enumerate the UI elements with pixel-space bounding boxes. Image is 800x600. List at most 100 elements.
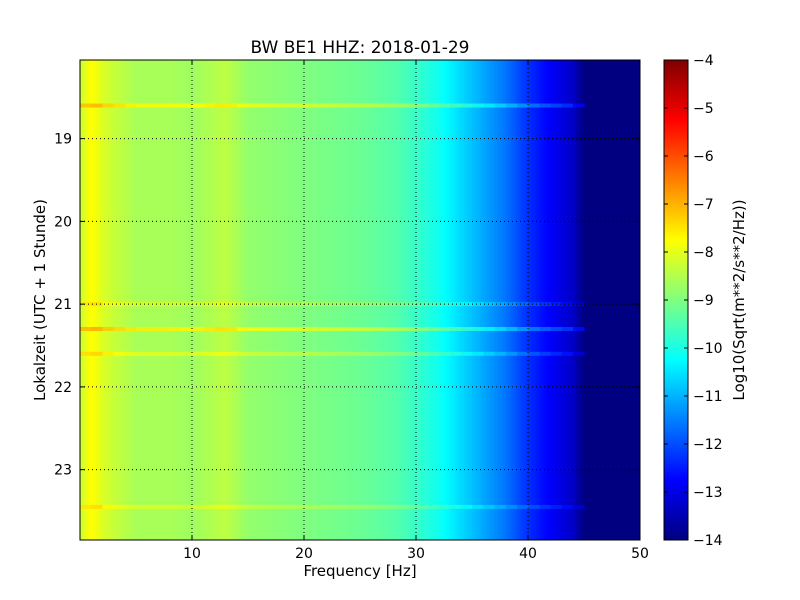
heatmap-band-cell — [214, 504, 227, 509]
colorbar-tick-label: −14 — [693, 533, 723, 549]
heatmap-band-cell — [516, 504, 529, 509]
heatmap-band-cell — [304, 351, 316, 356]
heatmap-band-cell — [236, 326, 249, 331]
heatmap-cell — [542, 60, 546, 540]
heatmap-cell — [290, 60, 294, 540]
heatmap-cell — [452, 60, 456, 540]
heatmap-band-cell — [225, 326, 238, 331]
heatmap-cell — [550, 60, 554, 540]
heatmap-cell — [250, 60, 255, 540]
heatmap-cell — [262, 60, 266, 540]
heatmap-band-cell — [572, 302, 585, 307]
colorbar-tick-label: −10 — [693, 341, 723, 357]
heatmap-band-cell — [236, 351, 249, 356]
heatmap-cell — [491, 60, 495, 540]
colorbar-tick-label: −13 — [693, 485, 723, 501]
heatmap-cell — [80, 60, 84, 540]
heatmap-cell — [477, 60, 481, 540]
heatmap-cell — [105, 60, 109, 540]
heatmap-cell — [206, 60, 210, 540]
heatmap-band-cell — [472, 326, 484, 331]
y-tick-label: 19 — [54, 132, 72, 148]
heatmap-band-cell — [494, 103, 507, 108]
heatmap-band-cell — [382, 103, 395, 108]
heatmap-cell — [441, 60, 445, 540]
heatmap-cell — [222, 60, 227, 540]
heatmap-cell — [614, 60, 619, 540]
heatmap-band-cell — [382, 504, 395, 509]
heatmap-cell — [102, 60, 106, 540]
heatmap-cell — [133, 60, 137, 540]
heatmap-cell — [446, 60, 451, 540]
heatmap-band-cell — [438, 103, 451, 108]
heatmap-band-cell — [315, 103, 327, 108]
heatmap-cell — [351, 60, 355, 540]
heatmap-band-cell — [483, 351, 495, 356]
heatmap-cell — [396, 60, 400, 540]
heatmap-cell — [444, 60, 448, 540]
heatmap-band-cell — [393, 302, 406, 307]
heatmap-cell — [360, 60, 364, 540]
heatmap-band-cell — [483, 302, 495, 307]
heatmap-cell — [469, 60, 473, 540]
heatmap-cell — [460, 60, 465, 540]
heatmap-band-cell — [528, 326, 540, 331]
heatmap-band-cell — [259, 103, 271, 108]
heatmap-cell — [197, 60, 201, 540]
heatmap-band-cell — [337, 351, 350, 356]
heatmap-band-cell — [472, 504, 484, 509]
heatmap-cell — [273, 60, 277, 540]
heatmap-band-cell — [393, 326, 406, 331]
heatmap-cell — [488, 60, 493, 540]
heatmap-cell — [620, 60, 624, 540]
heatmap-band-cell — [348, 103, 361, 108]
heatmap-cell — [595, 60, 599, 540]
heatmap-band-cell — [539, 326, 551, 331]
heatmap-cell — [155, 60, 159, 540]
heatmap-cell — [458, 60, 462, 540]
heatmap-cell — [312, 60, 316, 540]
y-axis: 19 20 21 22 23 — [54, 132, 640, 479]
heatmap-cell — [598, 60, 602, 540]
x-tick-label: 50 — [631, 546, 649, 562]
heatmap-band-cell — [203, 504, 215, 509]
heatmap-band-cell — [248, 103, 260, 108]
heatmap-band-cell — [460, 351, 473, 356]
heatmap-band-cell — [315, 326, 327, 331]
heatmap-cell — [430, 60, 434, 540]
heatmap-band-cell — [438, 504, 451, 509]
heatmap-band-cell — [270, 504, 283, 509]
heatmap-cell — [178, 60, 182, 540]
heatmap-band-cell — [248, 351, 260, 356]
heatmap-band-cell — [259, 302, 271, 307]
heatmap-band-cell — [505, 351, 518, 356]
heatmap-band-cell — [572, 351, 585, 356]
heatmap-band-cell — [248, 326, 260, 331]
heatmap-cell — [164, 60, 168, 540]
x-tick-label: 20 — [295, 546, 313, 562]
heatmap-band-cell — [315, 302, 327, 307]
heatmap-cell — [228, 60, 232, 540]
heatmap-band-cell — [225, 103, 238, 108]
heatmap-cell — [284, 60, 288, 540]
heatmap-cell — [556, 60, 560, 540]
heatmap-band-cell — [225, 351, 238, 356]
heatmap-cell — [399, 60, 403, 540]
heatmap-cell — [161, 60, 165, 540]
heatmap-cell — [421, 60, 425, 540]
heatmap-band-cell — [427, 504, 439, 509]
heatmap-band-cell — [113, 103, 126, 108]
heatmap-band-cell — [304, 326, 316, 331]
heatmap-band-cell — [192, 326, 204, 331]
heatmap-band-cell — [483, 504, 495, 509]
heatmap-cell — [519, 60, 523, 540]
heatmap-band-cell — [449, 302, 462, 307]
heatmap-cell — [536, 60, 540, 540]
heatmap-band-cell — [360, 103, 372, 108]
heatmap-cell — [96, 60, 101, 540]
heatmap-band-cell — [494, 351, 507, 356]
heatmap-band-cell — [539, 351, 551, 356]
heatmap-bright-bands — [80, 103, 585, 509]
y-tick-label: 21 — [54, 297, 72, 313]
heatmap-cell — [152, 60, 157, 540]
